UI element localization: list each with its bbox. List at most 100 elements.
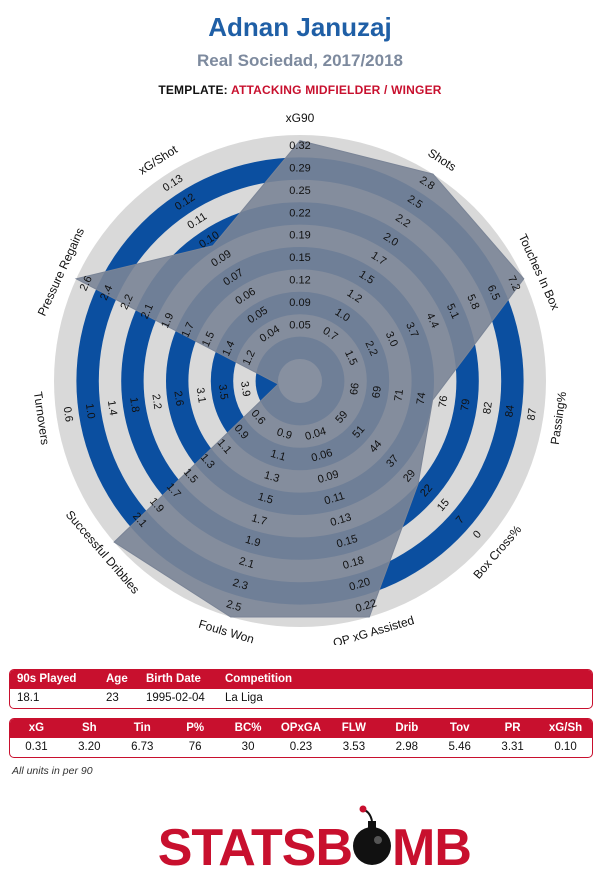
stats-header-cell: Tin — [133, 722, 151, 734]
stats-header-cell: xG/Sh — [548, 722, 583, 734]
tick-label: 69 — [370, 385, 384, 399]
stats-value-cell: 3.31 — [501, 741, 524, 753]
tick-label: 2.5 — [225, 598, 243, 614]
stats-value-cell: 76 — [188, 741, 202, 753]
tick-label: 0.32 — [289, 140, 310, 152]
tick-label: 2.1 — [237, 555, 255, 571]
tick-label: 0.6 — [61, 406, 75, 423]
info-table-header: 90s Played Age Birth Date Competition — [10, 670, 592, 689]
tick-label: 1.7 — [250, 512, 268, 528]
axis-label: Passing% — [548, 390, 569, 445]
player-name: Adnan Januzaj — [208, 12, 392, 42]
tick-label: 1.1 — [269, 448, 287, 464]
stats-header-cell: Drib — [395, 722, 419, 734]
stats-value-cell: 0.23 — [289, 741, 313, 753]
tick-label: 0.22 — [354, 597, 378, 615]
tick-label: 87 — [525, 407, 539, 421]
tick-label: 2.3 — [231, 577, 249, 593]
info-header-90s: 90s Played — [17, 673, 77, 685]
tick-label: 2.4 — [98, 283, 115, 302]
tick-label: 1.4 — [105, 400, 119, 417]
stats-value-cell: 0.31 — [25, 741, 48, 753]
tick-label: 0.11 — [323, 490, 346, 507]
tick-label: 0.09 — [289, 297, 310, 309]
stats-value-cell: 6.73 — [131, 741, 154, 753]
tick-label: 1.4 — [220, 339, 237, 358]
stats-header-cell: OPxGA — [280, 722, 322, 734]
tick-label: 1.5 — [342, 348, 359, 367]
stats-value-cell: 3.20 — [78, 741, 101, 753]
tick-label: 2.2 — [362, 339, 379, 358]
tick-label: 2.2 — [149, 393, 163, 410]
tick-label: 0.19 — [289, 230, 310, 242]
info-header-birthdate: Birth Date — [146, 673, 201, 685]
stats-header-cell: PR — [504, 722, 521, 734]
logo-text-left: STATSB — [158, 819, 352, 877]
stats-header-cell: Sh — [82, 722, 97, 734]
tick-label: 0.18 — [342, 554, 366, 572]
stats-table-header: xG Sh Tin P% BC% OPxGA FLW Drib Tov PR xG/Sh — [10, 719, 592, 738]
info-header-competition: Competition — [225, 673, 293, 685]
info-header-age: Age — [106, 673, 128, 685]
tick-label: 6.5 — [485, 283, 502, 302]
axis-label: Turnovers — [31, 391, 52, 446]
stats-value-cell: 5.46 — [448, 741, 471, 753]
tick-label: 0.22 — [289, 207, 310, 219]
tick-label: 66 — [348, 382, 362, 396]
tick-label: 2.2 — [118, 293, 135, 312]
axis-label: Shots — [425, 146, 458, 174]
tick-label: 1.8 — [127, 396, 141, 413]
info-table: 90s Played Age Birth Date Competition 18… — [9, 669, 593, 709]
tick-label: 84 — [503, 404, 517, 418]
tick-label: 0.09 — [316, 468, 340, 486]
tick-label: 5.8 — [464, 293, 481, 312]
tick-label: 79 — [459, 398, 473, 412]
stats-table-row: 0.31 3.20 6.73 76 30 0.23 3.53 2.98 5.46 3.31 0.10 — [10, 738, 592, 756]
tick-label: 5.1 — [444, 302, 461, 321]
tick-label: 0.04 — [304, 425, 328, 443]
stats-value-cell: 3.53 — [342, 741, 366, 753]
tick-label: 0.20 — [348, 576, 372, 594]
tick-label: 0.15 — [289, 252, 310, 264]
tick-label: 3.0 — [383, 330, 400, 349]
info-value-competition: La Liga — [225, 692, 263, 704]
info-value-age: 23 — [106, 692, 119, 704]
stats-header-cell: Tov — [449, 722, 470, 734]
tick-label: 2.1 — [139, 302, 156, 321]
info-table-row: 18.1 23 1995-02-04 La Liga — [10, 689, 592, 707]
tick-label: 0.13 — [329, 511, 353, 529]
info-value-birthdate: 1995-02-04 — [146, 692, 205, 704]
stats-header-cell: xG — [28, 722, 45, 734]
tick-label: 82 — [481, 401, 495, 415]
stats-header-cell: FLW — [341, 722, 367, 734]
tick-label: 4.4 — [424, 311, 441, 330]
radar-chart: 0.05 0.09 0.12 0.15 0.19 0.22 0.25 0.29 0.32 xG90… — [31, 111, 569, 645]
team-season: Real Sociedad, 2017/2018 — [196, 51, 404, 70]
tick-label: 1.3 — [263, 469, 281, 485]
tick-label: 1.0 — [83, 403, 97, 420]
stats-value-cell: 0.10 — [554, 741, 577, 753]
stats-table: xG Sh Tin P% BC% OPxGA FLW Drib Tov PR xG/Sh 0.31 3… — [9, 718, 593, 758]
radar-shape — [74, 140, 525, 618]
stats-header-cell: P% — [186, 722, 205, 734]
tick-label: 0.29 — [289, 163, 310, 175]
tick-label: 0.12 — [289, 275, 310, 287]
tick-label: 0.05 — [289, 319, 310, 331]
stats-value-cell: 30 — [241, 741, 255, 753]
stats-header-cell: BC% — [234, 722, 262, 734]
tick-label: 1.9 — [159, 311, 176, 330]
tick-label: 1.7 — [180, 321, 197, 340]
tick-label: 1.2 — [241, 348, 258, 367]
tick-label: 3.7 — [403, 321, 420, 340]
template-value: ATTACKING MIDFIELDER / WINGER — [230, 83, 442, 97]
axis-0: 0.05 0.09 0.12 0.15 0.19 0.22 0.25 0.29 0.32 xG90 — [286, 111, 315, 331]
bomb-icon — [353, 805, 391, 865]
stats-value-cell: 2.98 — [395, 741, 418, 753]
statsbomb-logo: STATSB MB — [158, 805, 472, 877]
tick-label: 7.2 — [505, 274, 522, 293]
template-line: TEMPLATE: ATTACKING MIDFIELDER / WINGER — [0, 83, 600, 97]
tick-label: 0.06 — [310, 447, 334, 465]
tick-label: 3.1 — [194, 387, 208, 404]
template-label: TEMPLATE: — [158, 83, 228, 97]
tick-label: 2.6 — [78, 274, 95, 293]
